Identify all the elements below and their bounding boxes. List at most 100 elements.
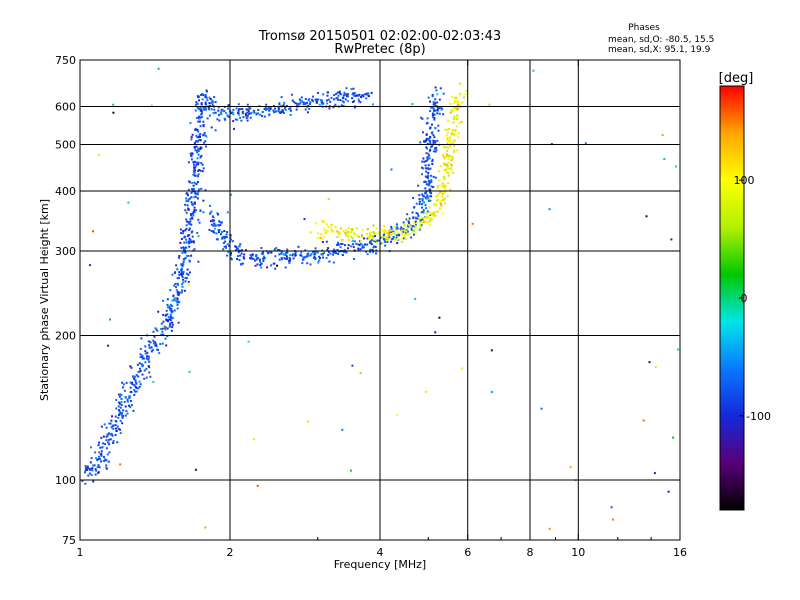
data-point bbox=[432, 203, 435, 206]
data-point bbox=[373, 240, 376, 243]
data-point bbox=[165, 319, 168, 322]
data-point bbox=[365, 250, 368, 253]
colorbar-tick-label: 100 bbox=[734, 174, 755, 187]
noise-point bbox=[341, 428, 344, 431]
noise-point bbox=[351, 364, 354, 367]
data-point bbox=[431, 116, 434, 119]
data-point bbox=[432, 107, 435, 110]
data-point bbox=[198, 115, 200, 118]
data-point bbox=[249, 112, 252, 115]
data-point bbox=[300, 96, 303, 99]
data-point bbox=[453, 134, 456, 137]
data-point bbox=[103, 459, 106, 462]
x-tick-label: 6 bbox=[464, 546, 471, 559]
data-point bbox=[358, 240, 361, 243]
data-point bbox=[448, 154, 451, 157]
data-point bbox=[146, 355, 149, 358]
data-point bbox=[408, 233, 411, 236]
data-point bbox=[344, 229, 347, 232]
data-point bbox=[208, 114, 211, 117]
data-point bbox=[141, 373, 144, 376]
data-point bbox=[88, 472, 91, 475]
data-point bbox=[333, 94, 336, 97]
noise-point bbox=[162, 299, 165, 302]
data-point bbox=[421, 217, 424, 220]
data-point bbox=[196, 95, 199, 98]
data-point bbox=[223, 245, 226, 248]
data-point bbox=[456, 102, 459, 105]
data-point bbox=[197, 260, 200, 263]
data-point bbox=[294, 254, 297, 257]
data-point bbox=[402, 230, 405, 233]
data-point bbox=[132, 409, 135, 412]
data-point bbox=[106, 453, 109, 456]
data-point bbox=[149, 346, 152, 349]
data-point bbox=[438, 112, 441, 115]
data-point bbox=[420, 225, 423, 228]
data-point bbox=[192, 170, 195, 173]
data-point bbox=[180, 267, 183, 270]
data-point bbox=[340, 93, 343, 96]
data-point bbox=[427, 167, 429, 170]
data-point bbox=[431, 131, 434, 134]
data-point bbox=[445, 155, 448, 157]
data-point bbox=[236, 118, 239, 121]
data-point bbox=[188, 227, 191, 230]
data-point bbox=[148, 344, 151, 347]
data-point bbox=[314, 247, 317, 250]
data-point bbox=[350, 88, 353, 91]
data-point bbox=[352, 246, 355, 249]
data-point bbox=[177, 283, 179, 286]
data-point bbox=[297, 245, 300, 248]
data-point bbox=[401, 240, 403, 243]
data-point bbox=[221, 237, 223, 240]
data-point bbox=[86, 465, 89, 468]
data-point bbox=[186, 194, 189, 197]
data-point bbox=[226, 243, 229, 246]
data-point bbox=[431, 95, 434, 98]
data-point bbox=[255, 254, 258, 256]
data-point bbox=[196, 136, 199, 139]
data-point bbox=[383, 225, 386, 228]
data-point bbox=[214, 129, 217, 132]
data-point bbox=[288, 257, 291, 259]
data-point bbox=[433, 118, 436, 121]
data-point bbox=[187, 221, 190, 224]
data-point bbox=[155, 345, 158, 348]
data-point bbox=[321, 238, 324, 241]
data-point bbox=[429, 189, 432, 192]
data-point bbox=[434, 86, 437, 89]
data-point bbox=[450, 169, 453, 171]
data-point bbox=[160, 333, 163, 336]
data-point bbox=[438, 170, 441, 173]
data-point bbox=[458, 93, 461, 96]
data-point bbox=[105, 435, 108, 438]
data-point bbox=[239, 243, 242, 246]
data-point bbox=[189, 197, 192, 200]
data-point bbox=[285, 251, 287, 254]
data-point bbox=[289, 258, 292, 261]
data-point bbox=[87, 474, 90, 477]
noise-point bbox=[226, 211, 229, 214]
data-point bbox=[369, 250, 371, 253]
data-point bbox=[432, 103, 435, 106]
data-point bbox=[449, 156, 452, 159]
data-point bbox=[374, 239, 377, 241]
data-point bbox=[297, 103, 300, 105]
data-point bbox=[422, 167, 425, 170]
data-point bbox=[452, 109, 455, 112]
data-point bbox=[367, 235, 370, 238]
data-point bbox=[407, 230, 409, 233]
data-point bbox=[240, 263, 243, 266]
data-point bbox=[313, 255, 316, 258]
data-point bbox=[229, 254, 232, 257]
data-point bbox=[180, 273, 183, 276]
data-point bbox=[456, 106, 459, 109]
data-point bbox=[425, 181, 428, 183]
data-point bbox=[429, 106, 432, 109]
data-point bbox=[400, 230, 403, 233]
data-point bbox=[429, 217, 432, 220]
data-point bbox=[184, 229, 187, 232]
data-point bbox=[262, 251, 265, 254]
data-point bbox=[304, 108, 307, 111]
